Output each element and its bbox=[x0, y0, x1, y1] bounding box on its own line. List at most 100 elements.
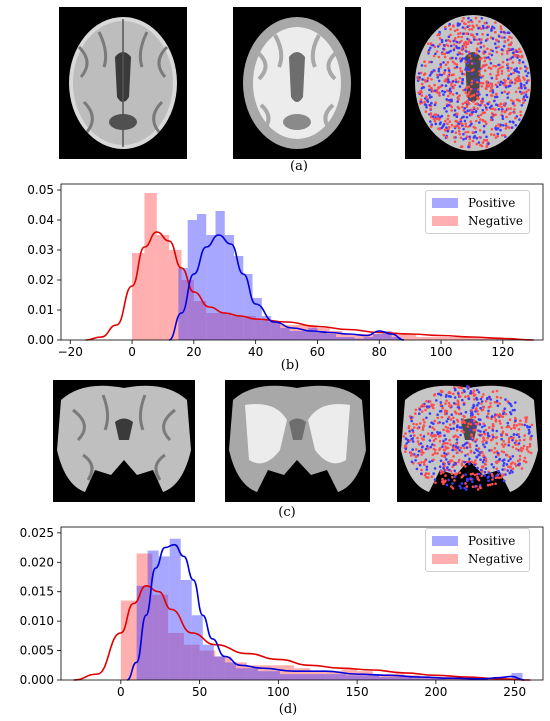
negative-point bbox=[490, 94, 494, 97]
positive-point bbox=[430, 70, 434, 74]
negative-point bbox=[436, 416, 439, 420]
positive-point bbox=[467, 16, 470, 20]
negative-point bbox=[470, 460, 473, 464]
positive-point bbox=[485, 93, 489, 97]
negative-point bbox=[524, 420, 528, 423]
legend-item-negative: Negative bbox=[432, 212, 523, 230]
positive-point bbox=[502, 461, 506, 465]
positive-point bbox=[477, 429, 480, 432]
negative-point bbox=[475, 423, 479, 426]
negative-point bbox=[488, 58, 492, 61]
negative-point bbox=[469, 120, 472, 123]
negative-point bbox=[459, 69, 463, 73]
negative-point bbox=[503, 468, 506, 471]
negative-point bbox=[482, 44, 486, 48]
negative-point bbox=[412, 426, 416, 429]
x-tick-label: −20 bbox=[58, 345, 83, 359]
positive-point bbox=[442, 61, 445, 64]
hist-bar-positive bbox=[308, 328, 318, 340]
positive-point bbox=[524, 86, 527, 90]
hist-bar-positive bbox=[271, 322, 281, 340]
negative-point bbox=[466, 425, 470, 428]
positive-point bbox=[527, 71, 530, 75]
negative-point bbox=[482, 422, 485, 426]
hist-bar-negative bbox=[152, 594, 169, 680]
negative-point bbox=[470, 82, 473, 86]
negative-point bbox=[472, 439, 476, 443]
positive-point bbox=[492, 465, 495, 469]
negative-point bbox=[455, 63, 459, 66]
negative-point bbox=[437, 86, 440, 89]
negative-point bbox=[523, 456, 527, 460]
positive-point bbox=[454, 80, 458, 84]
negative-point bbox=[525, 67, 529, 70]
negative-point bbox=[522, 101, 525, 105]
positive-point bbox=[445, 458, 448, 461]
negative-point bbox=[404, 450, 407, 453]
x-tick-label: 50 bbox=[192, 685, 207, 699]
negative-point bbox=[427, 472, 430, 475]
hist-bar-positive bbox=[434, 678, 446, 680]
negative-point bbox=[510, 36, 513, 40]
legend-swatch-positive bbox=[432, 536, 458, 546]
positive-point bbox=[439, 121, 442, 124]
negative-point bbox=[517, 50, 521, 53]
positive-point bbox=[488, 106, 492, 109]
negative-point bbox=[513, 426, 517, 430]
negative-point bbox=[463, 101, 467, 104]
negative-point bbox=[501, 443, 504, 446]
negative-point bbox=[500, 105, 503, 109]
chart-d: 0 50 100 150 200 250 0.000 0.005 0.010 0.015 0.020… bbox=[0, 520, 550, 705]
negative-point bbox=[419, 89, 422, 93]
hist-bar-negative bbox=[278, 665, 295, 680]
negative-point bbox=[507, 438, 511, 442]
negative-point bbox=[419, 71, 423, 75]
positive-point bbox=[420, 64, 424, 67]
negative-point bbox=[446, 122, 449, 125]
positive-point bbox=[518, 118, 521, 121]
negative-point bbox=[484, 457, 488, 461]
negative-point bbox=[522, 98, 525, 101]
caption-c: (c) bbox=[278, 505, 296, 520]
positive-point bbox=[431, 443, 434, 446]
negative-point bbox=[456, 124, 460, 127]
negative-point bbox=[450, 123, 454, 127]
negative-point bbox=[462, 16, 465, 20]
positive-point bbox=[461, 398, 464, 402]
negative-point bbox=[467, 394, 470, 398]
negative-point bbox=[448, 120, 452, 123]
negative-point bbox=[513, 462, 517, 466]
negative-point bbox=[461, 418, 465, 421]
positive-point bbox=[511, 120, 515, 124]
negative-point bbox=[483, 69, 487, 72]
negative-point bbox=[489, 118, 493, 122]
negative-point bbox=[443, 448, 446, 452]
negative-point bbox=[424, 408, 427, 412]
negative-point bbox=[474, 459, 477, 462]
positive-point bbox=[442, 47, 445, 51]
positive-point bbox=[441, 89, 444, 93]
negative-point bbox=[510, 99, 513, 102]
negative-point bbox=[419, 98, 423, 101]
negative-point bbox=[444, 63, 448, 66]
positive-point bbox=[499, 128, 502, 132]
negative-point bbox=[423, 60, 426, 63]
negative-point bbox=[524, 460, 528, 464]
positive-point bbox=[422, 435, 426, 438]
y-tick-label: 0.010 bbox=[20, 614, 54, 628]
negative-point bbox=[458, 94, 461, 97]
negative-point bbox=[519, 50, 523, 53]
negative-point bbox=[474, 428, 477, 432]
positive-point bbox=[473, 134, 477, 138]
positive-point bbox=[445, 110, 448, 113]
positive-point bbox=[483, 470, 487, 474]
negative-point bbox=[414, 455, 418, 459]
negative-point bbox=[481, 451, 484, 454]
hist-bar-negative bbox=[325, 671, 342, 680]
hist-bar-positive bbox=[261, 316, 272, 340]
hist-bar-negative bbox=[329, 331, 343, 340]
axial-mri-scan bbox=[59, 7, 187, 159]
negative-point bbox=[463, 446, 466, 450]
positive-point bbox=[461, 26, 465, 29]
negative-point bbox=[464, 131, 467, 134]
